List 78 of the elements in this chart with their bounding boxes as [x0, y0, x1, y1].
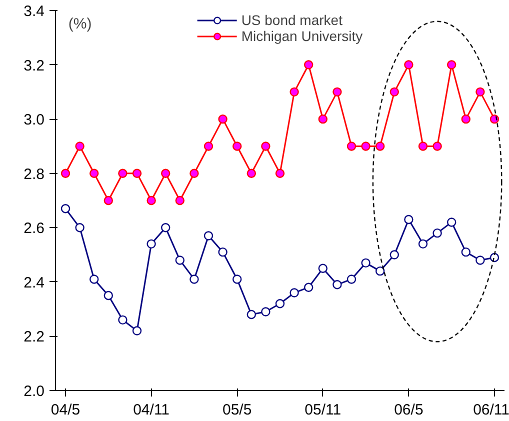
x-tick-label: 05/5: [222, 402, 252, 418]
legend-label: US bond market: [241, 12, 342, 28]
point: [375, 142, 385, 151]
point: [461, 114, 470, 124]
y-tick-label: 2.0: [24, 383, 45, 400]
point: [261, 307, 270, 316]
point: [60, 168, 70, 178]
point: [190, 274, 199, 284]
point: [446, 218, 456, 227]
point: [132, 326, 142, 336]
point: [304, 60, 314, 70]
x-tick-label: 04/5: [50, 402, 80, 418]
point: [490, 114, 500, 124]
point: [318, 114, 328, 124]
point: [204, 231, 214, 240]
point: [332, 87, 342, 97]
point: [275, 299, 285, 308]
point: [161, 223, 170, 232]
point: [218, 247, 228, 257]
point: [346, 274, 356, 284]
legend-label: Michigan University: [241, 28, 363, 44]
x-tick-label: 06/11: [473, 402, 509, 418]
y-tick-label: 3.2: [24, 57, 45, 74]
point: [246, 168, 256, 178]
point: [375, 266, 385, 276]
point: [246, 310, 256, 320]
point: [104, 290, 114, 300]
point: [461, 247, 470, 257]
point: [218, 114, 228, 124]
point: [232, 274, 242, 284]
point: [418, 239, 428, 249]
point: [204, 142, 214, 151]
point: [175, 256, 185, 265]
point: [90, 274, 99, 284]
point: [404, 60, 414, 70]
point: [361, 258, 370, 268]
point: [146, 196, 156, 206]
point: [275, 168, 285, 178]
x-tick-label: 05/11: [304, 402, 342, 418]
point: [75, 142, 84, 151]
point: [75, 223, 84, 232]
point: [161, 168, 170, 178]
y-tick-label: 3.4: [24, 3, 45, 20]
point: [346, 142, 356, 151]
point: [390, 250, 399, 260]
point: [476, 87, 485, 97]
point: [90, 168, 99, 178]
point: [332, 280, 342, 290]
point: [104, 196, 114, 206]
point: [60, 204, 70, 214]
point: [446, 60, 456, 70]
point: [175, 196, 185, 206]
y-tick-label: 2.8: [24, 166, 45, 183]
point: [232, 142, 242, 151]
point: [290, 87, 299, 97]
point: [432, 142, 442, 151]
point: [304, 282, 314, 292]
point: [118, 168, 128, 178]
point: [390, 87, 399, 97]
y-tick-label: 2.6: [24, 220, 45, 238]
point: [146, 239, 156, 249]
point: [190, 168, 199, 178]
y-tick-label: 3.0: [24, 112, 45, 129]
x-tick-label: 06/5: [394, 402, 424, 418]
point: [361, 142, 370, 151]
point: [476, 256, 485, 265]
point: [432, 228, 442, 238]
point: [404, 214, 414, 224]
point: [261, 142, 270, 151]
y-axis-title: (%): [68, 16, 92, 32]
point: [132, 168, 142, 178]
point: [118, 315, 128, 325]
x-tick-label: 04/11: [133, 402, 170, 418]
point: [318, 264, 328, 273]
point: [418, 142, 428, 151]
point: [290, 288, 299, 298]
y-tick-label: 2.2: [24, 328, 45, 346]
y-tick-label: 2.4: [24, 274, 45, 292]
